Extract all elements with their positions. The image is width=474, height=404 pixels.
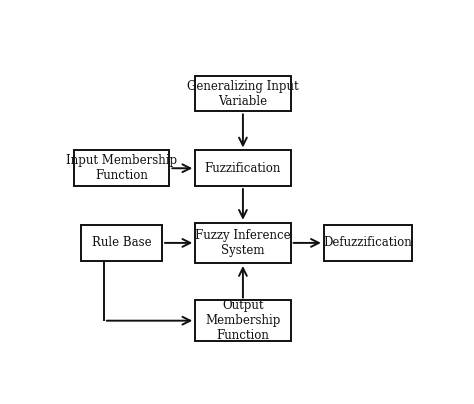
Text: Input Membership
Function: Input Membership Function (66, 154, 177, 182)
Text: Generalizing Input
Variable: Generalizing Input Variable (187, 80, 299, 107)
Text: Defuzzification: Defuzzification (323, 236, 412, 249)
Bar (324, 225, 412, 261)
Bar (195, 150, 291, 186)
Bar (195, 76, 291, 112)
Bar (195, 223, 291, 263)
Text: Output
Membership
Function: Output Membership Function (205, 299, 281, 342)
Bar (74, 150, 170, 186)
Text: Fuzzy Inference
System: Fuzzy Inference System (195, 229, 291, 257)
Text: Rule Base: Rule Base (92, 236, 152, 249)
Text: Fuzzification: Fuzzification (205, 162, 281, 175)
Bar (82, 225, 162, 261)
Bar (195, 301, 291, 341)
